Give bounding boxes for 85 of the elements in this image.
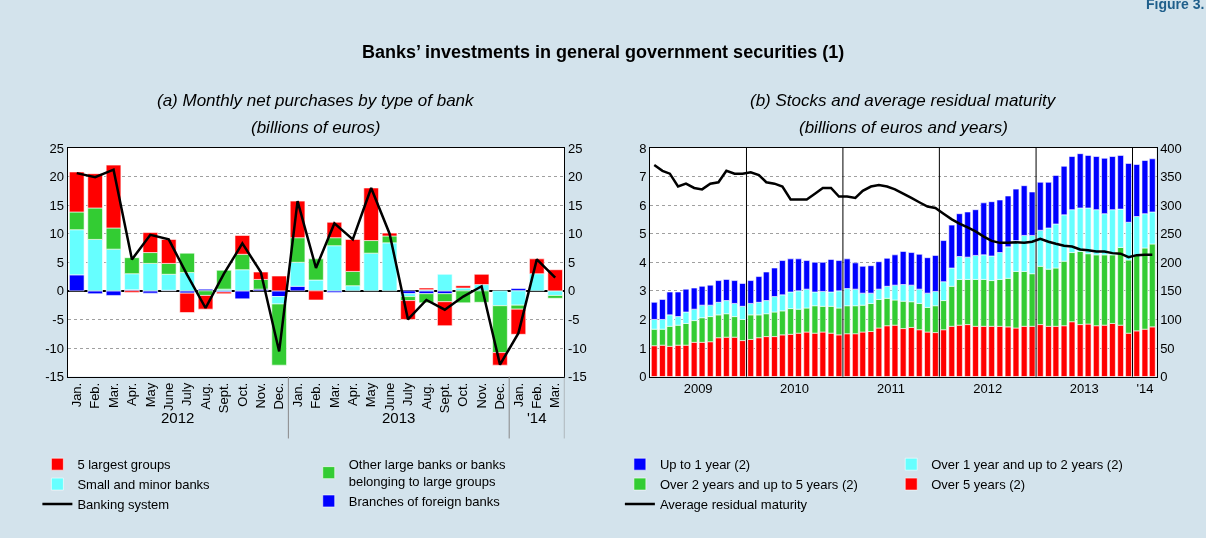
text: '14 [527,409,547,426]
x-tick-label: Jan. [68,382,84,408]
legend-label: Average residual maturity [659,497,808,513]
text: Banks’ investments in general government securities (1) [362,42,845,62]
x-tick-label: Dec. [271,382,287,410]
x-tick-label: July [179,382,195,406]
y-tick-label: 5 [56,254,64,270]
x-tick-label: Oct. [234,382,250,407]
y-tick-label: 3 [639,283,647,299]
legend-label: Over 1 year and up to 2 years (2) [931,457,1123,473]
y2-tick-label: 50 [1160,340,1175,356]
x-tick-label: 2012 [973,381,1003,397]
chart-subtitle: (billions of euros) [251,118,381,137]
y-tick-label: 0 [56,283,64,299]
legend-label: Over 5 years (2) [931,477,1026,493]
legend-label: 5 largest groups [77,457,172,473]
x-tick-label: 2010 [780,381,810,397]
x-tick-label: Mar. [105,382,121,409]
legend-label: Other large banks or banks belonging to large groups [348,457,507,490]
y-tick-label: 25 [49,140,64,156]
x-tick-label: Feb. [308,382,324,409]
x-tick-label: Jan. [510,382,526,408]
x-tick-label: Apr. [345,382,360,406]
y2-tick-label: 0 [568,283,576,299]
x-tick-label: Mar. [326,382,342,409]
y2-tick-label: 5 [568,254,576,270]
x-tick-label: Dec. [492,382,508,410]
x-tick-label: Jan. [289,382,305,408]
y2-tick-label: 250 [1160,226,1182,242]
y-tick-label: 7 [639,169,647,185]
y-tick-label: -10 [45,340,64,356]
y2-tick-label: 20 [568,169,583,185]
chart-title: (a) Monthly net purchases by type of bank [157,91,476,110]
x-tick-label: July [400,382,416,406]
y2-tick-label: -10 [568,340,587,356]
y2-tick-label: -15 [568,369,587,385]
x-tick-label: 2013 [1069,381,1099,397]
y-tick-label: -15 [45,369,64,385]
x-tick-label: Apr. [124,382,140,406]
chart-title: (b) Stocks and average residual maturity [750,91,1057,110]
y2-tick-label: 150 [1160,283,1182,299]
y2-tick-label: 300 [1160,197,1182,213]
x-tick-label: June [160,382,176,411]
x-tick-label: May [142,382,158,408]
y2-tick-label: 350 [1160,169,1182,185]
x-tick-label: May [363,382,379,408]
x-tick-label: Feb. [87,382,103,409]
y-tick-label: 1 [639,340,647,356]
y2-tick-label: 0 [1160,369,1168,385]
x-tick-label: Nov. [473,382,489,409]
x-tick-label: Feb. [529,382,545,409]
y2-tick-label: 25 [568,140,583,156]
y2-tick-label: 100 [1160,311,1182,327]
y2-tick-label: 15 [568,197,583,213]
x-tick-label: June [381,382,397,411]
x-tick-label: Sept. [437,382,453,414]
x-tick-label: Oct. [455,382,471,407]
legend-label: Banking system [77,497,170,513]
y-tick-label: 4 [639,254,647,270]
legend-label: Small and minor banks [77,477,211,493]
y2-tick-label: -5 [568,311,580,327]
x-tick-label: Aug. [418,382,434,410]
legend-label: Up to 1 year (2) [659,457,751,473]
y-tick-label: 20 [49,169,64,185]
y2-tick-label: 200 [1160,254,1182,270]
x-tick-label: Nov. [252,382,268,409]
x-tick-label: Aug. [197,382,213,410]
y-tick-label: 6 [639,197,647,213]
legend-label: Over 2 years and up to 5 years (2) [659,477,858,493]
y-tick-label: 10 [49,226,64,242]
y-tick-label: 2 [639,311,647,327]
x-tick-label: Mar. [547,382,563,409]
legend-label: Branches of foreign banks [348,494,501,510]
y-tick-label: 5 [639,226,647,242]
x-tick-label: 2011 [877,381,905,397]
y-tick-label: 8 [639,140,647,156]
y-tick-label: -5 [52,311,64,327]
y-tick-label: 15 [49,197,64,213]
chart-subtitle: (billions of euros and years) [799,118,1008,137]
x-tick-label: '14 [1136,381,1154,397]
y2-tick-label: 400 [1160,140,1182,156]
x-tick-label: Sept. [216,382,232,414]
y2-tick-label: 10 [568,226,583,242]
x-tick-label: 2009 [683,381,713,397]
y-tick-label: 0 [639,369,647,385]
